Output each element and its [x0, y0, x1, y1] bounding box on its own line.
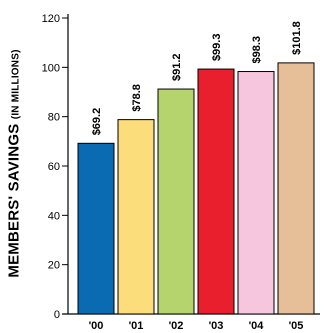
x-category-label: '03: [209, 320, 224, 332]
x-category-label: '02: [169, 320, 184, 332]
bar: [157, 88, 195, 315]
bar-value-label: $91.2: [171, 54, 183, 82]
y-tick-label: 60: [48, 161, 60, 173]
y-tick-label: 120: [42, 13, 60, 25]
bar-value-label: $99.3: [211, 34, 223, 62]
y-tick-label: 80: [48, 112, 60, 124]
y-tick-label: 40: [48, 210, 60, 222]
bar: [77, 142, 115, 315]
bar: [197, 68, 235, 315]
x-category-label: '01: [129, 320, 144, 332]
x-category-label: '05: [289, 320, 304, 332]
y-tick-label: 0: [54, 309, 60, 321]
x-category-label: '00: [89, 320, 104, 332]
y-tick-label: 100: [42, 62, 60, 74]
bar-value-label: $69.2: [91, 108, 103, 136]
bar: [237, 71, 275, 315]
bar-value-label: $98.3: [251, 36, 263, 64]
bar: [117, 119, 155, 315]
y-tick-label: 20: [48, 260, 60, 272]
bar-value-label: $101.8: [291, 21, 303, 55]
bar-value-label: $78.8: [131, 84, 143, 112]
x-category-label: '04: [249, 320, 265, 332]
bar: [277, 62, 315, 315]
